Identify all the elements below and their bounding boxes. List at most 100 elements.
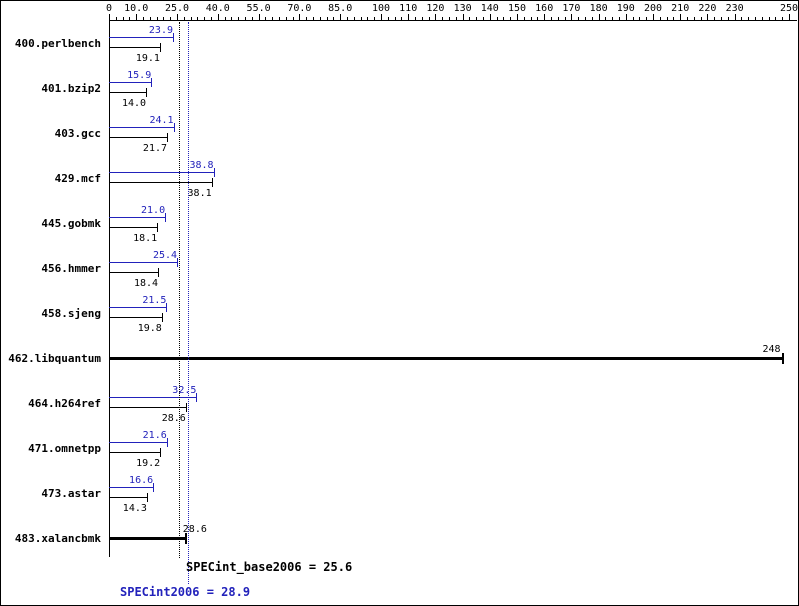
x-axis-major-tick <box>789 14 790 21</box>
x-axis-tick-label: 150 <box>507 3 527 14</box>
value-label: 28.6 <box>182 524 207 535</box>
benchmark-name: 462.libquantum <box>8 352 101 365</box>
x-axis-tick-label: 190 <box>616 3 635 14</box>
peak-value-label: 15.9 <box>127 70 152 81</box>
x-axis-minor-tick <box>197 17 199 21</box>
x-axis-minor-tick <box>687 17 688 21</box>
combined-bar-end-tick <box>184 533 187 544</box>
x-axis-tick-label: 230 <box>725 3 744 14</box>
x-axis-minor-tick <box>714 17 716 21</box>
x-axis-minor-tick <box>415 17 416 21</box>
x-axis-minor-tick <box>741 17 743 21</box>
base-bar <box>109 272 160 273</box>
x-axis-tick-label: 170 <box>562 3 581 14</box>
peak-bar-end-tick <box>166 438 168 447</box>
peak-bar <box>109 487 155 488</box>
base-bar-end-tick <box>211 178 213 187</box>
x-axis-minor-tick <box>319 17 321 21</box>
benchmark-name: 483.xalancbmk <box>14 532 101 545</box>
peak-mean-line <box>188 22 189 584</box>
x-axis-minor-tick <box>510 17 512 21</box>
x-axis-minor-tick <box>374 17 376 21</box>
x-axis-minor-tick <box>496 17 498 21</box>
benchmark-name: 471.omnetpp <box>28 442 101 455</box>
base-bar <box>109 497 148 498</box>
x-axis-minor-tick <box>421 17 423 21</box>
x-axis-minor-tick <box>782 17 784 21</box>
benchmark-name: 473.astar <box>41 487 101 500</box>
x-axis-minor-tick <box>673 17 675 21</box>
base-bar-end-tick <box>160 448 162 457</box>
x-axis-minor-tick <box>360 17 362 21</box>
x-axis-major-tick <box>299 14 300 21</box>
peak-bar <box>109 127 175 128</box>
peak-bar <box>109 217 167 218</box>
x-axis-major-tick <box>136 14 137 21</box>
x-axis-minor-tick <box>469 17 471 21</box>
x-axis-tick-label: 110 <box>399 3 418 14</box>
peak-bar-end-tick <box>173 33 174 42</box>
base-bar-end-tick <box>158 268 160 277</box>
base-value-label: 21.7 <box>142 143 168 154</box>
benchmark-name: 429.mcf <box>54 172 101 185</box>
x-axis-minor-tick <box>591 17 593 21</box>
x-axis-tick-label: 210 <box>671 3 690 14</box>
peak-bar-end-tick <box>165 213 167 222</box>
x-axis-tick-label: 250 <box>779 3 799 14</box>
base-value-label: 14.3 <box>122 503 147 514</box>
peak-bar <box>109 397 198 398</box>
base-bar <box>109 182 213 183</box>
base-bar <box>109 47 161 48</box>
x-axis-major-tick <box>177 14 178 21</box>
x-axis-minor-tick <box>387 17 389 21</box>
x-axis-minor-tick <box>557 17 559 21</box>
peak-bar-end-tick <box>166 303 168 312</box>
x-axis-line <box>109 20 797 21</box>
x-axis-tick-label: 40.0 <box>205 3 230 14</box>
x-axis-minor-tick <box>163 17 165 21</box>
x-axis-tick-label: 220 <box>698 3 717 14</box>
base-bar <box>109 227 159 228</box>
x-axis-minor-tick <box>115 17 117 21</box>
x-axis-major-tick <box>340 14 341 21</box>
peak-value-label: 32.5 <box>172 385 197 396</box>
combined-bar-end-tick <box>781 353 784 364</box>
x-axis-minor-tick <box>564 17 566 21</box>
base-bar-end-tick <box>146 88 148 97</box>
x-axis-minor-tick <box>585 17 586 21</box>
x-axis-major-tick <box>735 14 736 21</box>
benchmark-name: 403.gcc <box>54 127 101 140</box>
x-axis-major-tick <box>435 14 436 21</box>
benchmark-name: 400.perlbench <box>14 37 101 50</box>
x-axis-minor-tick <box>775 17 777 21</box>
x-axis-major-tick <box>381 14 382 21</box>
x-axis-tick-label: 160 <box>535 3 554 14</box>
peak-mean-text: SPECint2006 = 28.9 <box>120 585 251 599</box>
x-axis-major-tick <box>463 14 464 21</box>
x-axis-minor-tick <box>455 17 457 21</box>
base-bar <box>109 92 148 93</box>
peak-value-label: 21.6 <box>142 430 167 441</box>
x-axis-tick-label: 200 <box>643 3 663 14</box>
x-axis-minor-tick <box>449 17 450 21</box>
x-axis-tick-label: 100 <box>371 3 391 14</box>
x-axis-major-tick <box>259 14 260 21</box>
x-axis-tick-label: 70.0 <box>287 3 312 14</box>
base-bar-end-tick <box>159 43 161 52</box>
peak-value-label: 38.8 <box>189 160 214 171</box>
x-axis-major-tick <box>517 14 518 21</box>
x-axis-minor-tick <box>333 17 335 21</box>
x-axis-minor-tick <box>129 17 131 21</box>
x-axis-major-tick <box>218 14 219 21</box>
x-axis-major-tick <box>490 14 491 21</box>
x-axis-minor-tick <box>605 17 607 21</box>
